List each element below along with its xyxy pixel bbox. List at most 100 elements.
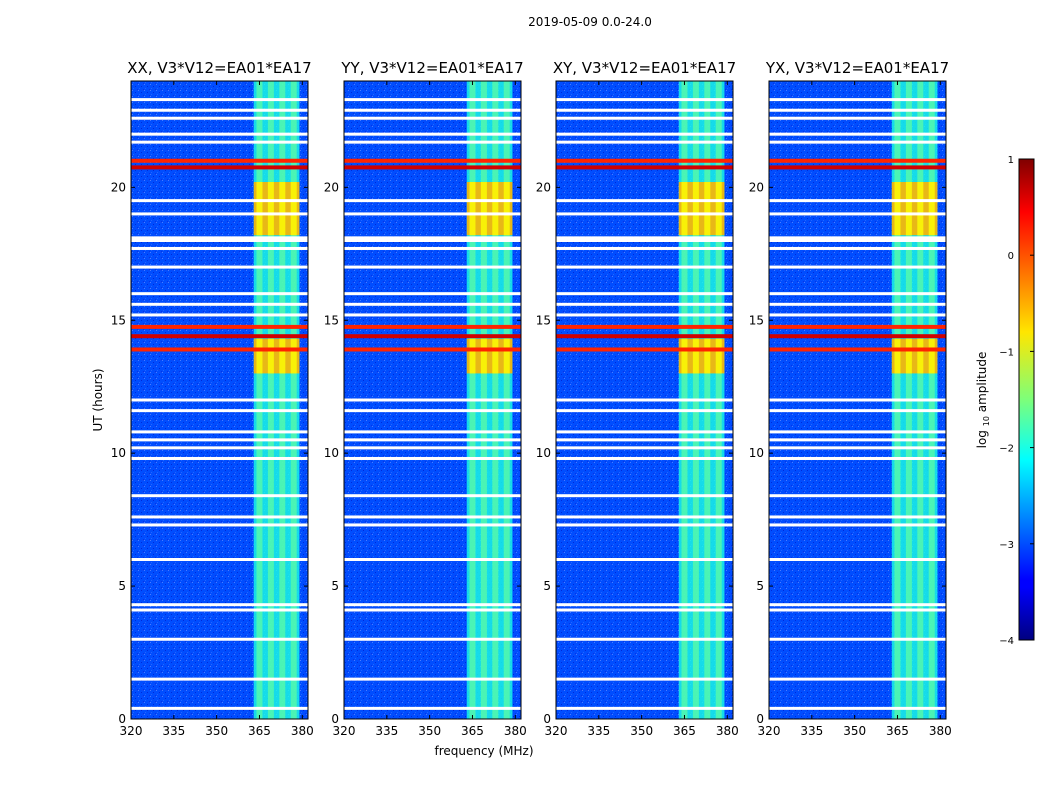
bright-channel [480,182,487,236]
flagged-row [344,706,521,710]
flagged-row [769,523,946,527]
bright-channel [492,338,499,374]
flagged-row [131,199,308,203]
flagged-row [556,558,733,561]
saturated-row [344,165,521,170]
flagged-row [769,603,946,607]
x-tick-label: 335 [162,724,185,738]
flagged-row [131,302,308,306]
flagged-row [344,116,521,120]
y-tick-label: 10 [324,446,339,460]
flagged-row [556,236,733,240]
x-tick-label: 335 [800,724,823,738]
flagged-row [556,637,733,641]
y-axis-label: UT (hours) [91,368,105,431]
flagged-row [556,116,733,120]
saturated-row [556,165,733,170]
flagged-row [556,677,733,681]
colorbar-tick-label: −2 [999,444,1014,455]
flagged-row [556,430,733,434]
colorbar-label-sub: 10 [982,416,991,426]
panel-title: YX, V3*V12=EA01*EA17 [765,59,949,77]
flagged-row [344,446,521,450]
bright-channel [905,182,912,236]
y-tick-label: 5 [118,579,126,593]
flagged-row [556,456,733,460]
colorbar-label-suffix: amplitude [975,352,989,413]
saturated-row [769,324,946,329]
flagged-row [131,108,308,112]
flagged-row [131,398,308,402]
panel-title: XX, V3*V12=EA01*EA17 [127,59,311,77]
panel-frame [555,80,734,720]
flagged-row [344,132,521,136]
flagged-row [344,603,521,607]
flagged-row [131,313,308,317]
flagged-row [769,677,946,681]
flagged-row [131,98,308,102]
y-tick-label: 15 [324,313,339,327]
flagged-row [556,608,733,612]
saturated-row [131,334,308,339]
flagged-row [769,313,946,317]
flagged-row [344,456,521,460]
flagged-row [769,292,946,296]
y-tick-label: 15 [749,313,764,327]
saturated-row [131,165,308,170]
flagged-row [769,140,946,144]
saturated-row [769,347,946,352]
flagged-row [769,246,946,250]
flagged-row [556,132,733,136]
flagged-row [344,236,521,240]
y-tick-label: 5 [331,579,339,593]
flagged-row [556,302,733,306]
saturated-row [556,158,733,163]
panel-frame [343,80,522,720]
y-tick-label: 0 [543,712,551,726]
bright-channel [279,338,286,374]
bright-channel [279,182,286,236]
flagged-row [344,313,521,317]
flagged-row [769,608,946,612]
colorbar-label-prefix: log [975,430,989,448]
flagged-row [556,212,733,216]
flagged-row [131,292,308,296]
flagged-row [556,199,733,203]
saturated-row [556,334,733,339]
panel: XX, V3*V12=EA01*EA17 320 335 350 365 380 0 5 10 1… [111,59,314,738]
flagged-row [131,265,308,269]
bright-channel [928,182,935,236]
flagged-row [344,409,521,413]
x-tick-label: 365 [886,724,909,738]
colorbar-tick-label: 0 [1008,251,1014,262]
saturated-row [556,347,733,352]
x-tick-label: 380 [504,724,527,738]
x-axis-label: frequency (MHz) [434,744,533,758]
flagged-row [131,132,308,136]
panel-title: XY, V3*V12=EA01*EA17 [553,59,736,77]
flagged-row [556,515,733,519]
bright-channel [928,338,935,374]
bright-channel [692,338,699,374]
flagged-row [344,515,521,519]
y-tick-label: 20 [536,180,551,194]
bright-channel [267,338,274,374]
colorbar-gradient [1018,158,1035,641]
flagged-row [131,430,308,434]
colorbar-tick-label: 1 [1008,155,1014,166]
y-tick-label: 10 [749,446,764,460]
x-tick-label: 365 [461,724,484,738]
y-tick-label: 15 [536,313,551,327]
flagged-row [131,706,308,710]
colorbar-tick-label: −3 [999,540,1014,551]
bright-channel [692,182,699,236]
x-tick-label: 380 [929,724,952,738]
flagged-row [769,265,946,269]
y-tick-label: 0 [331,712,339,726]
x-tick-label: 350 [418,724,441,738]
bright-channel [917,338,924,374]
x-tick-label: 380 [716,724,739,738]
bright-channel [917,182,924,236]
flagged-row [769,239,946,242]
flagged-row [769,132,946,136]
